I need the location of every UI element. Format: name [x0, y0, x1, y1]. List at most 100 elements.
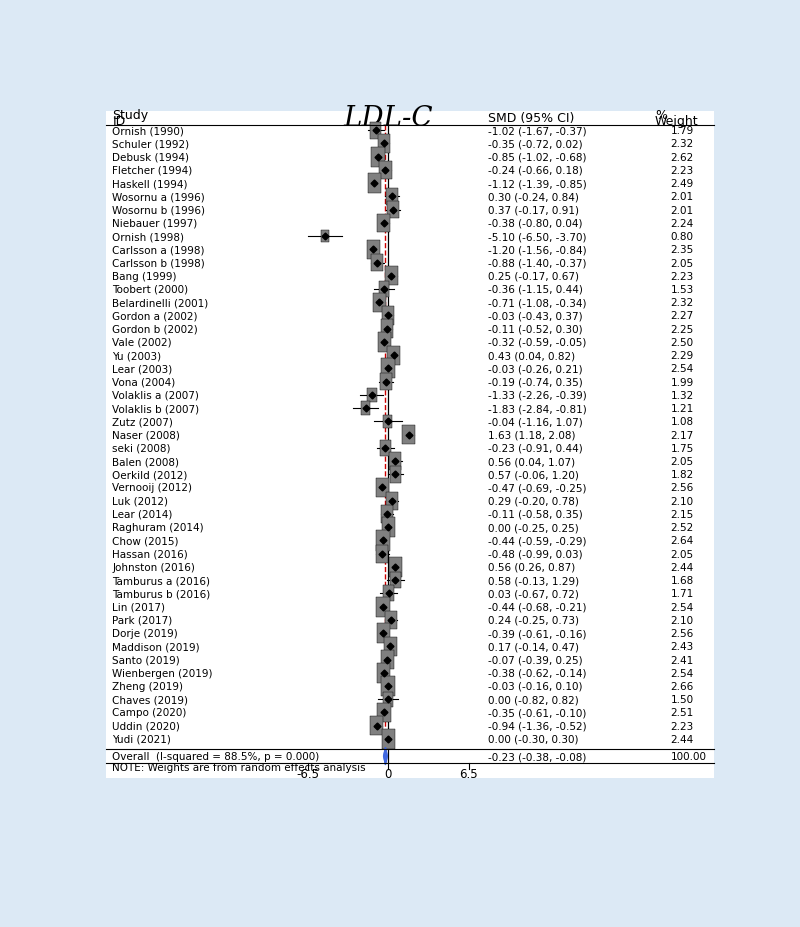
Bar	[378, 134, 390, 154]
Bar	[367, 388, 377, 402]
Text: 1.79: 1.79	[670, 126, 694, 136]
Text: -1.83 (-2.84, -0.81): -1.83 (-2.84, -0.81)	[487, 403, 586, 413]
Text: Chow (2015): Chow (2015)	[112, 536, 179, 546]
Text: Fletcher (1994): Fletcher (1994)	[112, 166, 193, 176]
Bar	[377, 663, 390, 683]
Text: Balen (2008): Balen (2008)	[112, 456, 179, 466]
Text: Belardinelli (2001): Belardinelli (2001)	[112, 298, 209, 308]
Text: 2.01: 2.01	[670, 192, 694, 202]
Text: Carlsson b (1998): Carlsson b (1998)	[112, 259, 205, 268]
Text: 2.49: 2.49	[670, 179, 694, 189]
Text: Park (2017): Park (2017)	[112, 616, 173, 625]
Bar	[381, 676, 394, 696]
Text: Wosornu a (1996): Wosornu a (1996)	[112, 192, 205, 202]
Text: 0.25 (-0.17, 0.67): 0.25 (-0.17, 0.67)	[487, 272, 578, 282]
Bar	[390, 466, 401, 483]
Text: %: %	[655, 108, 667, 121]
Text: Vale (2002): Vale (2002)	[112, 337, 172, 348]
Text: Overall  (I-squared = 88.5%, p = 0.000): Overall (I-squared = 88.5%, p = 0.000)	[112, 751, 320, 761]
Text: Lear (2014): Lear (2014)	[112, 510, 173, 519]
Text: 1.68: 1.68	[670, 576, 694, 586]
Text: -0.44 (-0.68, -0.21): -0.44 (-0.68, -0.21)	[487, 602, 586, 612]
Text: 0.24 (-0.25, 0.73): 0.24 (-0.25, 0.73)	[487, 616, 578, 625]
Text: 1.63 (1.18, 2.08): 1.63 (1.18, 2.08)	[487, 430, 575, 440]
Text: Haskell (1994): Haskell (1994)	[112, 179, 188, 189]
Text: 0.56 (0.26, 0.87): 0.56 (0.26, 0.87)	[487, 563, 574, 572]
Text: -1.33 (-2.26, -0.39): -1.33 (-2.26, -0.39)	[487, 390, 586, 400]
Bar	[385, 267, 398, 286]
Text: 0.00 (-0.30, 0.30): 0.00 (-0.30, 0.30)	[487, 734, 578, 744]
Bar	[383, 692, 394, 707]
Text: 2.35: 2.35	[670, 245, 694, 255]
Text: -0.03 (-0.43, 0.37): -0.03 (-0.43, 0.37)	[487, 311, 582, 321]
Text: -0.85 (-1.02, -0.68): -0.85 (-1.02, -0.68)	[487, 153, 586, 162]
Text: 2.27: 2.27	[670, 311, 694, 321]
Bar	[384, 637, 397, 656]
Text: 2.05: 2.05	[670, 456, 694, 466]
Text: ID: ID	[112, 115, 126, 128]
Text: 2.25: 2.25	[670, 324, 694, 335]
Bar	[382, 307, 394, 325]
Text: 2.52: 2.52	[670, 523, 694, 533]
Bar	[370, 717, 383, 735]
Text: Wosornu b (1996): Wosornu b (1996)	[112, 206, 206, 215]
Text: Yudi (2021): Yudi (2021)	[112, 734, 171, 744]
Bar	[382, 359, 394, 379]
Text: 1.50: 1.50	[670, 694, 694, 705]
Text: -0.35 (-0.72, 0.02): -0.35 (-0.72, 0.02)	[487, 139, 582, 149]
Text: Campo (2020): Campo (2020)	[112, 707, 186, 717]
Bar	[390, 452, 402, 470]
Text: -0.32 (-0.59, -0.05): -0.32 (-0.59, -0.05)	[487, 337, 586, 348]
Text: -0.03 (-0.16, 0.10): -0.03 (-0.16, 0.10)	[487, 681, 582, 692]
Text: 2.05: 2.05	[670, 259, 694, 268]
Text: -0.48 (-0.99, 0.03): -0.48 (-0.99, 0.03)	[487, 549, 582, 559]
Text: 2.44: 2.44	[670, 734, 694, 744]
Bar	[376, 478, 389, 498]
Text: Ornish (1990): Ornish (1990)	[112, 126, 184, 136]
Text: Luk (2012): Luk (2012)	[112, 496, 169, 506]
Text: NOTE: Weights are from random effects analysis: NOTE: Weights are from random effects an…	[112, 763, 366, 772]
Text: -0.24 (-0.66, 0.18): -0.24 (-0.66, 0.18)	[487, 166, 582, 176]
Text: 0.30 (-0.24, 0.84): 0.30 (-0.24, 0.84)	[487, 192, 578, 202]
Bar	[387, 201, 399, 219]
Text: -0.11 (-0.58, 0.35): -0.11 (-0.58, 0.35)	[487, 510, 582, 519]
Text: 0.80: 0.80	[670, 232, 694, 242]
Text: 2.51: 2.51	[670, 707, 694, 717]
Text: Lin (2017): Lin (2017)	[112, 602, 166, 612]
Text: LDL-C: LDL-C	[343, 105, 433, 132]
Text: Naser (2008): Naser (2008)	[112, 430, 180, 440]
Text: 2.17: 2.17	[670, 430, 694, 440]
Text: Volaklis a (2007): Volaklis a (2007)	[112, 390, 199, 400]
Text: -1.12 (-1.39, -0.85): -1.12 (-1.39, -0.85)	[487, 179, 586, 189]
Text: -0.07 (-0.39, 0.25): -0.07 (-0.39, 0.25)	[487, 654, 582, 665]
Text: Santo (2019): Santo (2019)	[112, 654, 180, 665]
Text: -0.71 (-1.08, -0.34): -0.71 (-1.08, -0.34)	[487, 298, 586, 308]
Bar	[370, 122, 382, 139]
Text: Yu (2003): Yu (2003)	[112, 350, 162, 361]
Bar	[402, 425, 414, 444]
Text: Chaves (2019): Chaves (2019)	[112, 694, 189, 705]
Text: 2.32: 2.32	[670, 298, 694, 308]
Text: Vernooij (2012): Vernooij (2012)	[112, 483, 193, 493]
Text: 0.17 (-0.14, 0.47): 0.17 (-0.14, 0.47)	[487, 641, 578, 652]
Text: -0.39 (-0.61, -0.16): -0.39 (-0.61, -0.16)	[487, 629, 586, 639]
Text: 0.03 (-0.67, 0.72): 0.03 (-0.67, 0.72)	[487, 589, 578, 599]
Text: 1.08: 1.08	[670, 417, 694, 426]
Bar	[361, 401, 370, 415]
Bar	[377, 623, 390, 643]
Text: Zutz (2007): Zutz (2007)	[112, 417, 174, 426]
Text: 0.00 (-0.82, 0.82): 0.00 (-0.82, 0.82)	[487, 694, 578, 705]
Text: Lear (2003): Lear (2003)	[112, 364, 173, 374]
Text: 0.00 (-0.25, 0.25): 0.00 (-0.25, 0.25)	[487, 523, 578, 533]
Bar	[382, 518, 395, 538]
Text: 0.37 (-0.17, 0.91): 0.37 (-0.17, 0.91)	[487, 206, 578, 215]
Text: 1.75: 1.75	[670, 443, 694, 453]
Bar	[383, 586, 394, 602]
Text: -1.20 (-1.56, -0.84): -1.20 (-1.56, -0.84)	[487, 245, 586, 255]
Text: Bang (1999): Bang (1999)	[112, 272, 177, 282]
Bar	[387, 347, 400, 365]
Bar	[381, 650, 394, 669]
Text: -0.03 (-0.26, 0.21): -0.03 (-0.26, 0.21)	[487, 364, 582, 374]
Text: Volaklis b (2007): Volaklis b (2007)	[112, 403, 199, 413]
Bar	[386, 611, 398, 629]
